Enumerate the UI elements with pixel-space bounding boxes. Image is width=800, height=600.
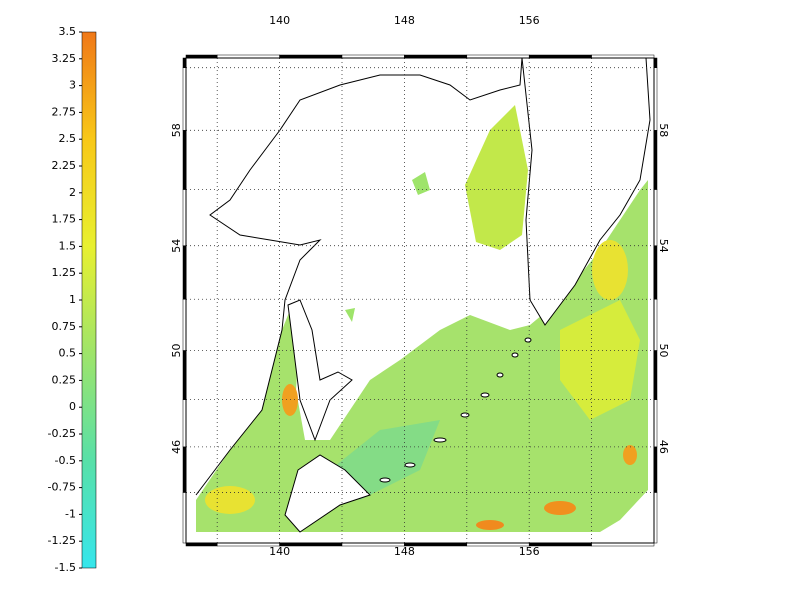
lon-tick-label: 156 (519, 545, 540, 558)
colorbar-tick-label: 3 (69, 79, 76, 92)
field-area (465, 105, 528, 250)
lat-tick-label: 58 (657, 123, 670, 137)
colorbar-tick-label: 2 (69, 186, 76, 199)
colorbar-tick-label: 0.75 (52, 320, 77, 333)
map-frame (185, 57, 655, 544)
colorbar-tick-label: 1.25 (52, 266, 77, 279)
land (195, 57, 651, 533)
lat-tick-label: 46 (657, 440, 670, 454)
colorbar-tick-label: 0.25 (52, 373, 77, 386)
data-field (196, 105, 648, 532)
sakhalin (287, 299, 353, 442)
field-spot (205, 486, 255, 514)
lon-tick-label: 156 (519, 14, 540, 27)
lon-tick-label: 148 (394, 545, 415, 558)
field-spot (592, 240, 628, 300)
field-area (560, 300, 640, 420)
colorbar-tick-label: -1.5 (55, 561, 76, 574)
lat-tick-label: 58 (170, 123, 183, 137)
field-spot (544, 501, 576, 515)
colorbar-tick-label: -1 (65, 507, 76, 520)
colorbar-tick-label: -1.25 (48, 534, 76, 547)
colorbar-tick-label: 2.25 (52, 159, 77, 172)
colorbar-tick-label: -0.75 (48, 481, 76, 494)
lat-tick-label: 50 (657, 343, 670, 357)
field-area (345, 308, 355, 322)
field-area (330, 420, 440, 500)
colorbar-tick-label: 0 (69, 400, 76, 413)
colorbar-tick-label: 1.75 (52, 213, 77, 226)
field-spot (623, 445, 637, 465)
colorbar-tick-label: -0.25 (48, 427, 76, 440)
lat-tick-label: 54 (657, 239, 670, 253)
lon-tick-label: 140 (269, 14, 290, 27)
field-spot (282, 384, 298, 416)
lon-tick-label: 140 (269, 545, 290, 558)
field-area (412, 172, 430, 195)
colorbar (81, 31, 97, 569)
lat-tick-label: 54 (170, 239, 183, 253)
field-spot (476, 520, 504, 530)
hokkaido (284, 454, 371, 533)
kamchatka (521, 57, 651, 326)
colorbar-tick-label: 0.5 (59, 347, 77, 360)
colorbar-tick-label: -0.5 (55, 454, 76, 467)
lon-tick-label: 148 (394, 14, 415, 27)
colorbar-tick-label: 3.5 (59, 25, 77, 38)
colorbar-tick-label: 3.25 (52, 52, 77, 65)
colorbar-tick-label: 1 (69, 293, 76, 306)
lat-tick-label: 50 (170, 343, 183, 357)
lat-tick-label: 46 (170, 440, 183, 454)
colorbar-tick-label: 2.75 (52, 105, 77, 118)
colorbar-tick-label: 2.5 (59, 132, 77, 145)
colorbar-tick-label: 1.5 (59, 239, 77, 252)
kuril-islands (379, 337, 532, 483)
field-area (196, 180, 648, 532)
coastline (195, 57, 523, 496)
